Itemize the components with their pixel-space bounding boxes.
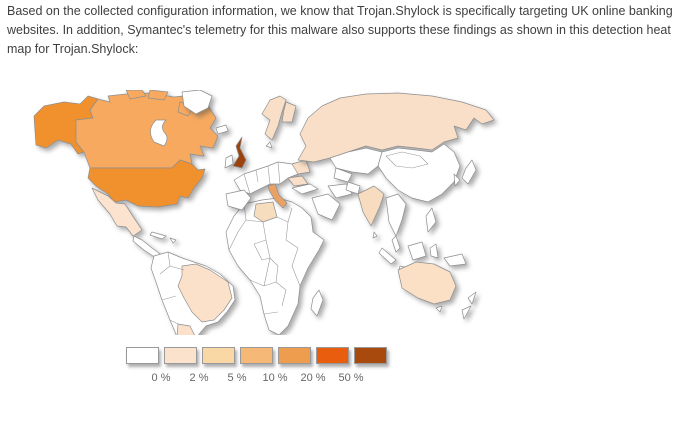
legend-label-3: 10 % bbox=[262, 372, 288, 384]
country-niger bbox=[253, 201, 278, 223]
country-borders bbox=[159, 251, 185, 325]
island-tasmania bbox=[435, 305, 443, 313]
country-russia bbox=[297, 92, 495, 163]
legend-swatch-4 bbox=[278, 347, 311, 364]
island-hispaniola bbox=[169, 237, 177, 244]
country-baltics bbox=[291, 159, 311, 175]
legend-labels: 0 % 2 % 5 % 10 % 20 % 50 % bbox=[142, 372, 387, 384]
arctic-island bbox=[147, 90, 169, 101]
greenland-iceland bbox=[181, 90, 229, 135]
legend-label-1: 2 % bbox=[189, 372, 209, 384]
legend-swatch-3 bbox=[240, 347, 273, 364]
asia bbox=[297, 92, 495, 275]
country-denmark bbox=[265, 141, 273, 149]
north-america bbox=[33, 90, 219, 259]
world-heat-map bbox=[33, 90, 495, 335]
legend-swatch-6 bbox=[354, 347, 387, 364]
country-balkans bbox=[287, 175, 309, 187]
country-saudi-arabia bbox=[311, 193, 341, 221]
south-america bbox=[150, 251, 236, 335]
island-sulawesi bbox=[429, 243, 439, 259]
country-iceland bbox=[215, 124, 229, 135]
legend-swatch-0 bbox=[126, 347, 159, 364]
country-finland bbox=[281, 101, 297, 123]
europe bbox=[224, 95, 319, 211]
country-united-kingdom bbox=[232, 136, 247, 169]
island-philippines bbox=[425, 207, 437, 233]
country-borders bbox=[243, 125, 281, 195]
country-australia bbox=[397, 261, 457, 305]
legend-label-4: 20 % bbox=[300, 372, 326, 384]
country-mexico bbox=[91, 187, 143, 237]
country-borders bbox=[228, 203, 301, 315]
oceania bbox=[397, 261, 477, 320]
new-zealand-north bbox=[467, 291, 477, 305]
country-india bbox=[357, 185, 385, 227]
country-turkey bbox=[291, 183, 319, 195]
central-america bbox=[132, 235, 161, 259]
arctic-island bbox=[125, 90, 147, 100]
country-china bbox=[377, 143, 461, 203]
legend-swatches bbox=[126, 347, 387, 364]
legend-label-5: 50 % bbox=[338, 372, 364, 384]
island-cuba bbox=[149, 231, 167, 240]
legend-label-2: 5 % bbox=[227, 372, 247, 384]
hudson-bay bbox=[150, 119, 168, 147]
country-greenland bbox=[181, 90, 213, 115]
island-new-guinea bbox=[443, 253, 467, 267]
country-iran bbox=[327, 183, 353, 199]
country-brazil bbox=[177, 263, 233, 323]
heat-map-legend: 0 % 2 % 5 % 10 % 20 % 50 % bbox=[126, 347, 387, 384]
island-madagascar bbox=[310, 289, 324, 317]
new-zealand-south bbox=[461, 305, 472, 320]
country-scandinavia bbox=[261, 95, 287, 141]
island-borneo bbox=[407, 241, 427, 261]
southeast-asia bbox=[385, 193, 407, 237]
intro-paragraph: Based on the collected configuration inf… bbox=[7, 4, 673, 56]
country-korea bbox=[453, 173, 461, 187]
island-sumatra bbox=[378, 247, 397, 265]
malay-peninsula bbox=[391, 235, 401, 253]
country-argentina bbox=[176, 323, 195, 335]
country-borders bbox=[385, 151, 429, 169]
africa-base bbox=[225, 197, 325, 335]
island-sri-lanka bbox=[372, 231, 378, 239]
country-japan bbox=[461, 159, 477, 185]
legend-label-0: 0 % bbox=[151, 372, 171, 384]
legend-swatch-5 bbox=[316, 347, 349, 364]
legend-swatch-2 bbox=[202, 347, 235, 364]
legend-swatch-1 bbox=[164, 347, 197, 364]
country-spain bbox=[225, 189, 252, 211]
country-usa bbox=[87, 159, 206, 208]
country-italy bbox=[267, 183, 288, 209]
africa bbox=[225, 197, 325, 335]
country-ireland bbox=[224, 154, 234, 169]
